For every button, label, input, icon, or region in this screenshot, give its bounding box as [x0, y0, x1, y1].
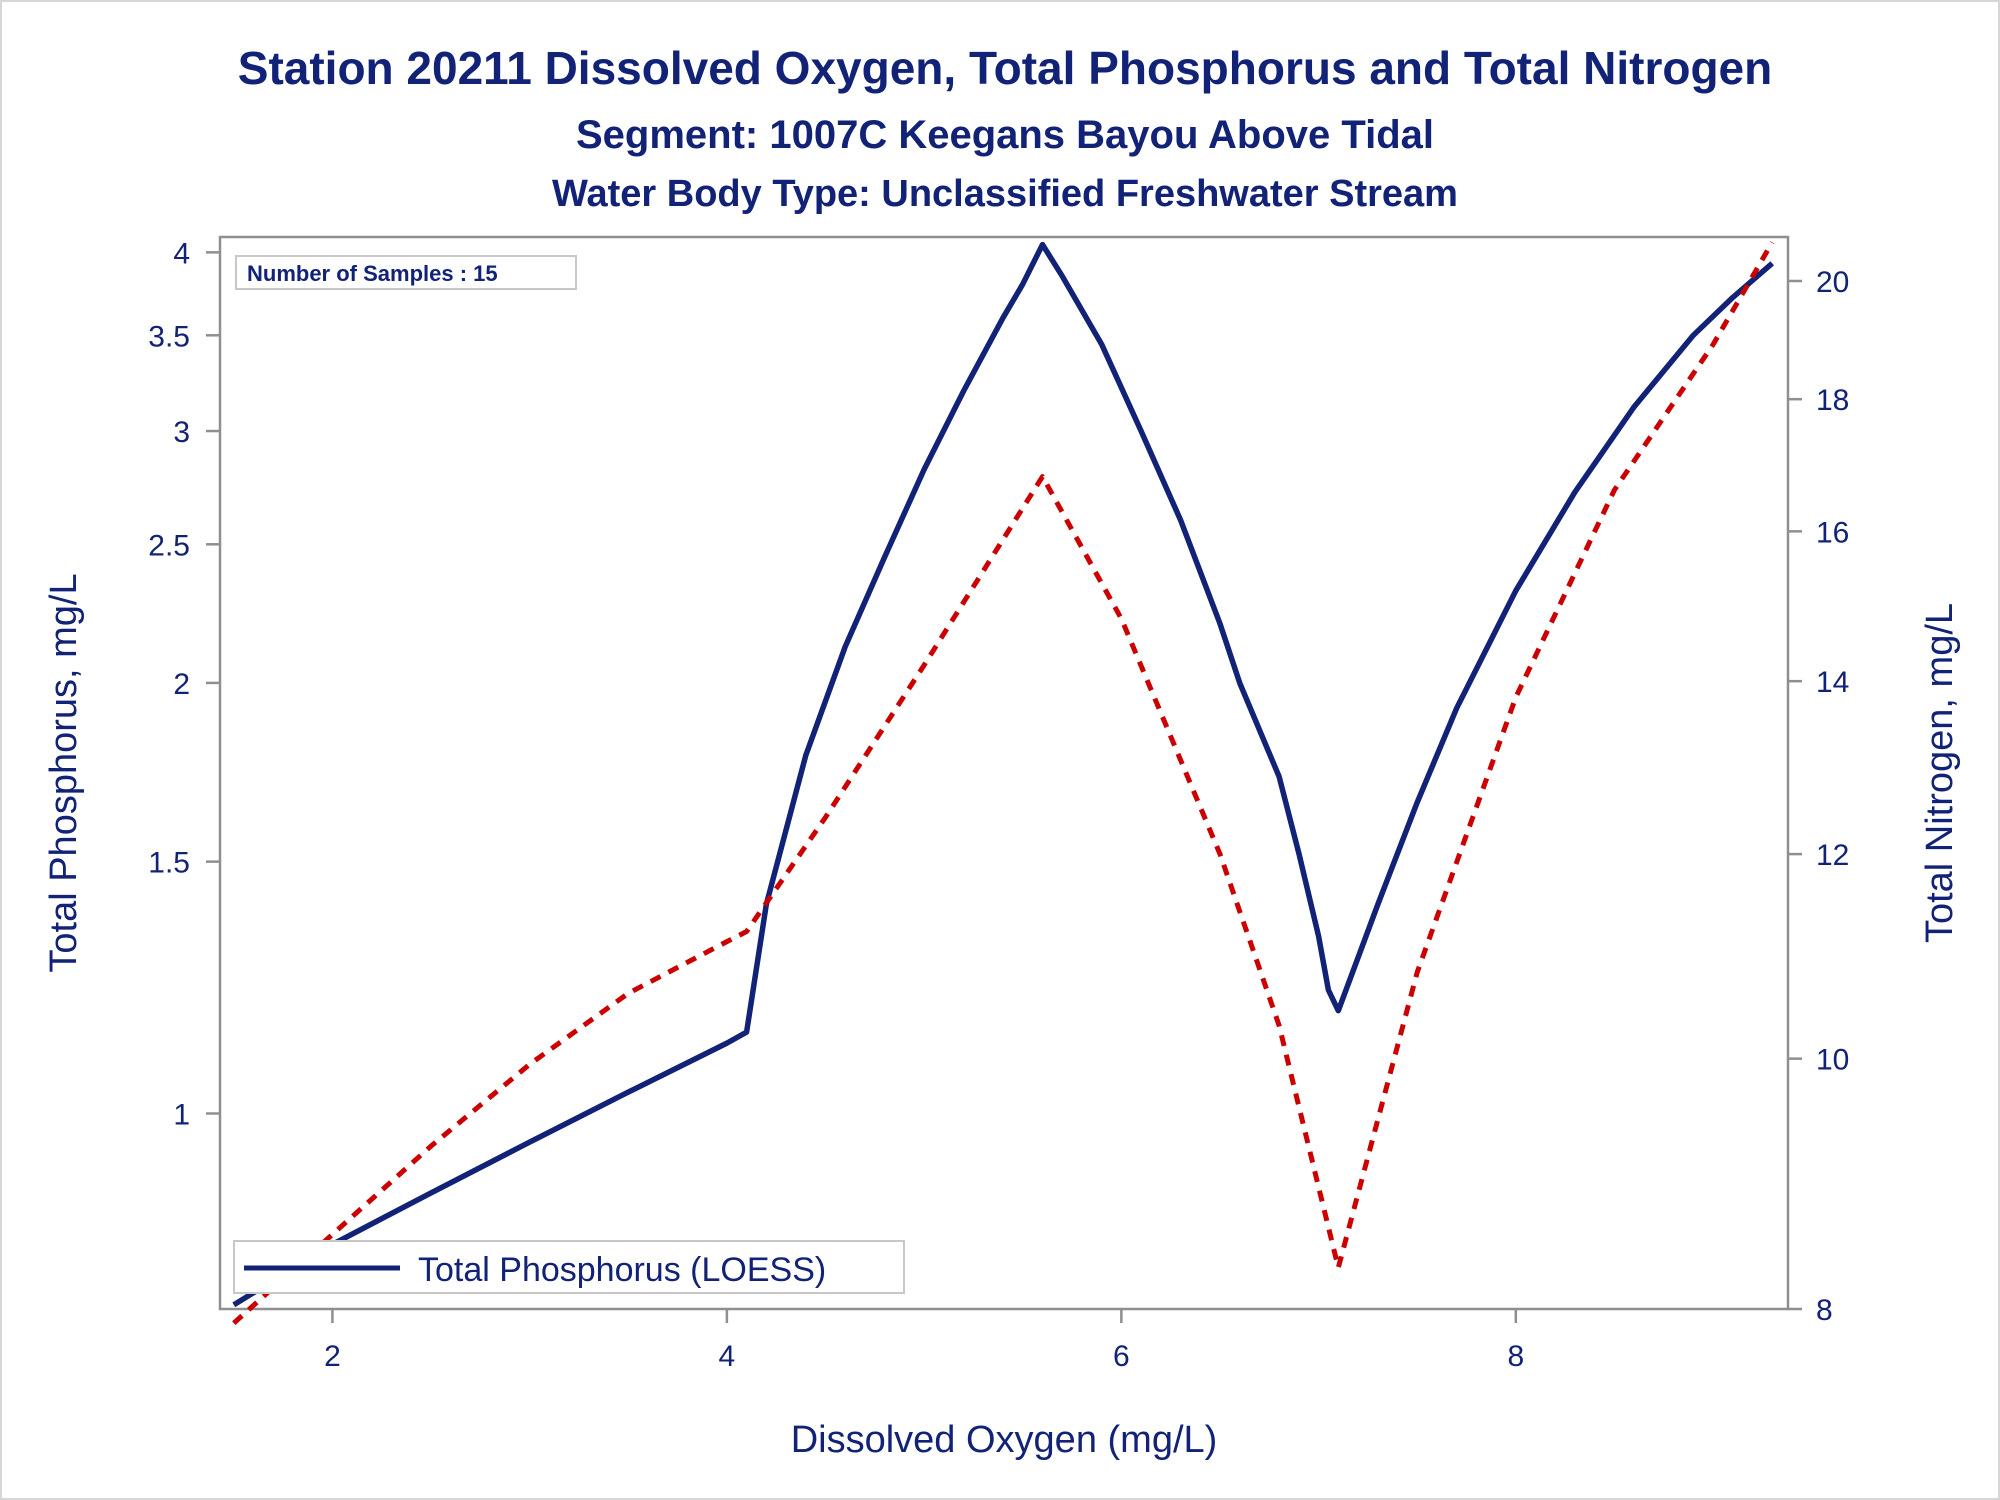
total-phosphorus-line: [232, 241, 1774, 1308]
y-tick-label: 1: [173, 1099, 190, 1132]
x-axis: 2 4 6 8: [324, 1309, 1524, 1373]
chart-subtitle-2: Water Body Type: Unclassified Freshwater…: [552, 173, 1458, 215]
y-axis-left: 1 1.5 2 2.5 3 3.5 4: [148, 237, 220, 1132]
y2-tick-label: 16: [1816, 516, 1849, 549]
y-tick-label: 2: [173, 668, 190, 701]
y2-tick-label: 18: [1816, 384, 1849, 417]
total-nitrogen-line: [232, 241, 1775, 1325]
sample-count-box: [235, 255, 577, 290]
y2-tick-label: 14: [1816, 666, 1849, 699]
legend-label-total-phosphorus: Total Phosphorus (LOESS): [418, 1251, 826, 1289]
y-tick-label: 1.5: [148, 847, 190, 880]
y-axis-right: 8 10 12 14 16 18 20: [1788, 266, 1849, 1327]
x-tick-label: 6: [1113, 1340, 1130, 1373]
y-tick-label: 3.5: [148, 320, 190, 353]
y2-tick-label: 8: [1816, 1294, 1833, 1327]
x-tick-label: 8: [1507, 1340, 1524, 1373]
x-tick-label: 4: [719, 1340, 736, 1373]
y2-tick-label: 10: [1816, 1044, 1849, 1077]
plot-area: [218, 235, 1790, 1311]
y-axis-label-left: Total Phosphorus, mg/L: [43, 573, 85, 972]
chart-title: Station 20211 Dissolved Oxygen, Total Ph…: [238, 42, 1772, 94]
x-axis-label: Dissolved Oxygen (mg/L): [791, 1419, 1218, 1461]
y-tick-label: 4: [173, 237, 190, 270]
y2-tick-label: 20: [1816, 266, 1849, 299]
y-tick-label: 3: [173, 416, 190, 449]
series-layer: [232, 241, 1775, 1325]
sample-count-label: Number of Samples : 15: [247, 261, 498, 286]
y2-tick-label: 12: [1816, 839, 1849, 872]
y-axis-label-right: Total Nitrogen, mg/L: [1919, 603, 1961, 943]
x-tick-label: 2: [324, 1340, 341, 1373]
y-tick-label: 2.5: [148, 529, 190, 562]
chart-subtitle: Segment: 1007C Keegans Bayou Above Tidal: [576, 113, 1434, 157]
